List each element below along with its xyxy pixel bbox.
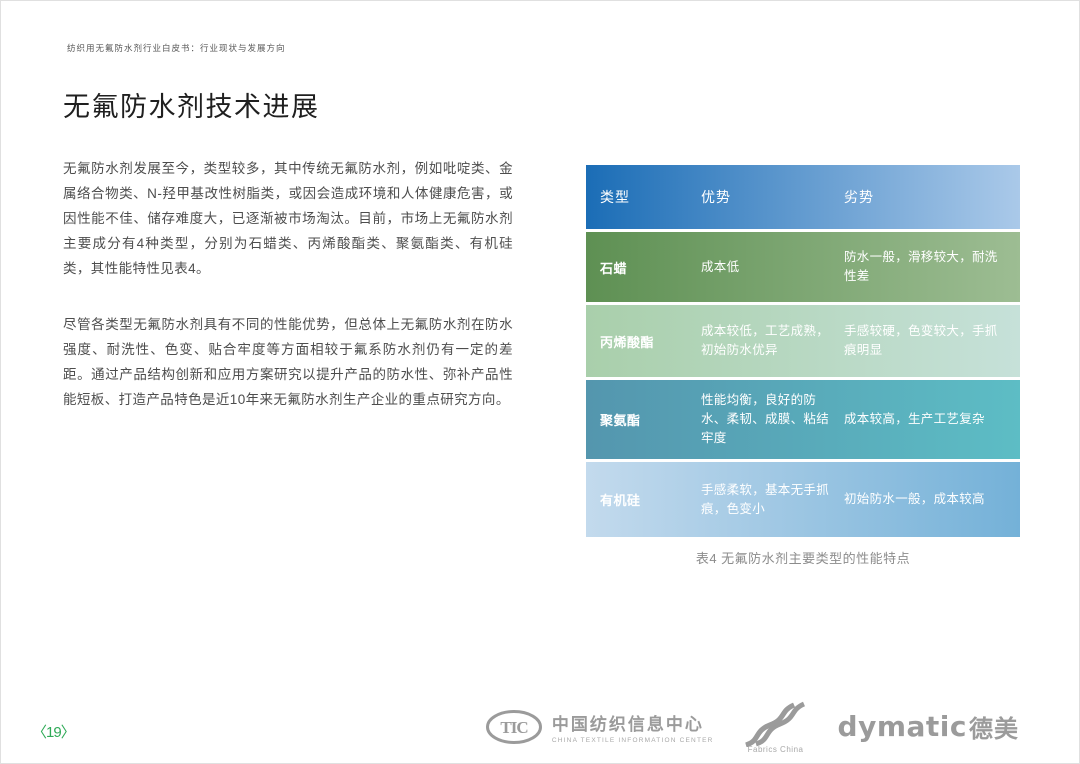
table-row-polyurethane: 聚氨酯 性能均衡，良好的防水、柔韧、成膜、粘结牢度 成本较高，生产工艺复杂 (586, 380, 1020, 459)
tic-name-cn: 中国纺织信息中心 (551, 714, 704, 734)
table-row-acrylate: 丙烯酸酯 成本较低，工艺成熟，初始防水优异 手感较硬，色变较大，手抓痕明显 (586, 305, 1020, 377)
svg-text:TIC: TIC (500, 718, 527, 737)
tic-logo: TIC 中国纺织信息中心 CHINA TEXTILE INFORMATION C… (485, 709, 714, 745)
row-advantage: 成本较低，工艺成熟，初始防水优异 (701, 324, 830, 357)
table-header-type: 类型 (600, 189, 630, 205)
row-disadvantage: 成本较高，生产工艺复杂 (844, 412, 985, 426)
row-type-label: 有机硅 (600, 493, 641, 508)
breadcrumb: 纺织用无氟防水剂行业白皮书：行业现状与发展方向 (67, 43, 286, 53)
page-title: 无氟防水剂技术进展 (63, 92, 320, 122)
dymatic-logo: dymatic 德美 (838, 709, 1019, 744)
tic-name-block: 中国纺织信息中心 CHINA TEXTILE INFORMATION CENTE… (552, 710, 714, 744)
fabrics-china-waves-icon (744, 701, 805, 747)
performance-table: 类型 优势 劣势 石蜡 成本低 防水一般，滑移较大，耐洗性差 丙烯酸酯 成本较低… (586, 165, 1020, 537)
row-advantage: 成本低 (701, 259, 740, 274)
paragraph-1: 无氟防水剂发展至今，类型较多，其中传统无氟防水剂，例如吡啶类、金属络合物类、N-… (63, 161, 513, 276)
fabrics-china-logo: Fabrics China (740, 699, 812, 754)
table-header-disadvantage: 劣势 (844, 189, 874, 205)
row-type-label: 石蜡 (600, 260, 628, 276)
row-disadvantage: 手感较硬，色变较大，手抓痕明显 (844, 324, 998, 357)
body-text-column: 无氟防水剂发展至今，类型较多，其中传统无氟防水剂，例如吡啶类、金属络合物类、N-… (63, 156, 513, 412)
tic-name-en: CHINA TEXTILE INFORMATION CENTER (551, 736, 714, 744)
table-header-row: 类型 优势 劣势 (586, 165, 1020, 229)
row-disadvantage: 初始防水一般，成本较高 (844, 492, 985, 506)
table-header-advantage: 优势 (701, 189, 731, 205)
row-disadvantage: 防水一般，滑移较大，耐洗性差 (844, 250, 998, 283)
row-type-label: 聚氨酯 (600, 413, 641, 428)
row-advantage: 手感柔软，基本无手抓痕，色变小 (701, 482, 830, 516)
table-row-paraffin: 石蜡 成本低 防水一般，滑移较大，耐洗性差 (586, 232, 1020, 302)
page-number: 〈19〉 (32, 724, 76, 741)
tic-oval-icon: TIC (485, 709, 542, 744)
table-row-silicone: 有机硅 手感柔软，基本无手抓痕，色变小 初始防水一般，成本较高 (586, 462, 1020, 537)
paragraph-2: 尽管各类型无氟防水剂具有不同的性能优势，但总体上无氟防水剂在防水强度、耐洗性、色… (63, 317, 513, 407)
table-caption: 表4 无氟防水剂主要类型的性能特点 (695, 551, 911, 566)
dymatic-cn-text: 德美 (969, 716, 1019, 743)
dymatic-latin-text: dymatic (837, 710, 967, 743)
footer-logos: TIC 中国纺织信息中心 CHINA TEXTILE INFORMATION C… (485, 699, 1019, 754)
row-type-label: 丙烯酸酯 (600, 334, 655, 350)
row-advantage: 性能均衡，良好的防水、柔韧、成膜、粘结牢度 (701, 393, 830, 445)
fabrics-china-label: Fabrics China (747, 745, 804, 754)
